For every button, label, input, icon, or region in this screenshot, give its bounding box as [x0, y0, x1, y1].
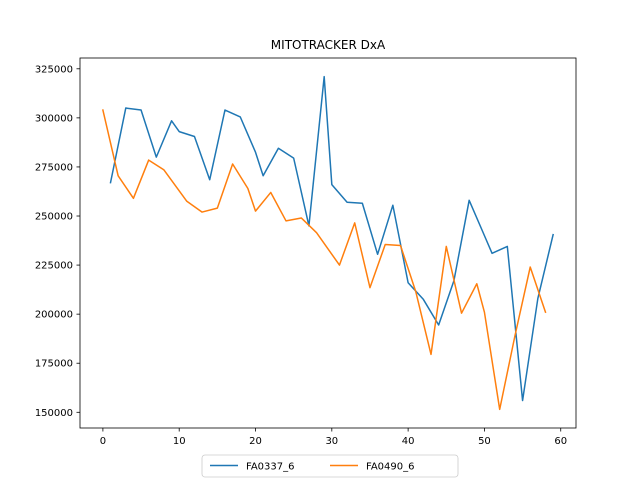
x-tick-label: 50 [478, 436, 491, 447]
y-tick-label: 175000 [35, 359, 73, 370]
x-tick-label: 30 [325, 436, 338, 447]
y-tick-label: 250000 [35, 212, 73, 223]
series-line-fa0490-6 [101, 109, 547, 411]
x-tick-label: 10 [173, 436, 186, 447]
legend-label: FA0337_6 [246, 462, 295, 473]
y-tick-label: 325000 [35, 64, 73, 75]
y-tick-label: 275000 [35, 162, 73, 173]
series-layer [101, 75, 555, 411]
x-tick-label: 20 [249, 436, 262, 447]
y-tick-label: 225000 [35, 261, 73, 272]
y-axis: 150000 175000 200000 225000 250000 275000 3000… [35, 64, 80, 419]
plot-area [79, 57, 577, 429]
series-line-fa0337-6 [109, 75, 555, 402]
chart-title: MITOTRACKER DxA [271, 38, 386, 52]
x-tick-label: 60 [554, 436, 567, 447]
y-tick-label: 150000 [35, 408, 73, 419]
legend-label: FA0490_6 [366, 462, 415, 473]
x-tick-label: 0 [100, 436, 106, 447]
x-axis: 0 10 20 30 40 50 60 [100, 428, 567, 447]
legend: FA0337_6 FA0490_6 [201, 454, 459, 478]
y-tick-label: 300000 [35, 113, 73, 124]
x-tick-label: 40 [402, 436, 415, 447]
y-tick-label: 200000 [35, 310, 73, 321]
